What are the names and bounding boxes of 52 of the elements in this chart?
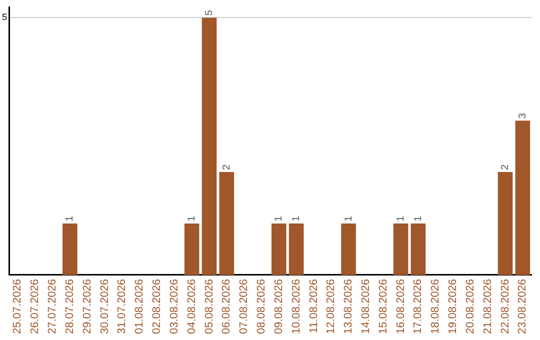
bar (341, 223, 356, 275)
x-tick-label: 30.07.2026 (98, 278, 111, 334)
x-tick-label: 25.07.2026 (12, 278, 24, 334)
bar (498, 172, 513, 275)
x-tick-label: 29.07.2026 (81, 278, 94, 334)
x-tick-label: 06.08.2026 (220, 278, 233, 334)
data-label: 1 (396, 215, 407, 222)
x-tick-label: 20.08.2026 (464, 278, 476, 334)
x-tick-label: 17.08.2026 (412, 278, 424, 334)
x-tick-label: 09.08.2026 (272, 278, 285, 334)
data-label: 1 (64, 215, 76, 222)
bar (393, 223, 408, 275)
x-tick-label: 03.08.2026 (168, 278, 180, 334)
x-tick-label: 21.08.2026 (482, 278, 494, 334)
x-tick-label: 16.08.2026 (394, 278, 407, 334)
x-tick-label: 14.08.2026 (360, 278, 372, 334)
data-label: 5 (204, 10, 215, 16)
bar (288, 223, 304, 275)
bar (515, 120, 530, 275)
x-tick-label: 19.08.2026 (447, 278, 460, 334)
x-tick-label: 22.08.2026 (499, 278, 512, 334)
x-tick-label: 01.08.2026 (134, 278, 146, 334)
x-tick-label: 11.08.2026 (308, 278, 320, 334)
data-label: 1 (274, 215, 285, 222)
x-tick-label: 27.07.2026 (46, 278, 59, 334)
data-label: 1 (412, 215, 424, 222)
x-tick-label: 31.07.2026 (116, 278, 128, 334)
data-label: 2 (221, 164, 232, 170)
x-tick-label: 28.07.2026 (64, 278, 76, 334)
x-tick-label: 18.08.2026 (430, 278, 442, 334)
x-tick-label: 26.07.2026 (29, 278, 42, 334)
x-tick-label: 15.08.2026 (377, 278, 390, 334)
x-tick-label: 13.08.2026 (342, 278, 355, 334)
data-label: 2 (500, 164, 512, 170)
x-tick-label: 12.08.2026 (325, 278, 338, 334)
x-tick-label: 10.08.2026 (290, 278, 302, 334)
bar (219, 172, 234, 275)
bar (271, 223, 286, 275)
x-tick-label: 07.08.2026 (238, 278, 250, 334)
data-label: 1 (343, 215, 354, 222)
data-label: 1 (291, 215, 302, 222)
x-tick-label: 08.08.2026 (256, 278, 268, 334)
x-tick-label: 23.08.2026 (516, 278, 529, 334)
x-tick-label: 04.08.2026 (186, 278, 198, 334)
data-label: 3 (517, 112, 528, 119)
bar (202, 18, 217, 275)
data-label: 1 (186, 215, 198, 222)
bar (410, 223, 426, 275)
x-tick-label: 05.08.2026 (203, 278, 216, 334)
bar (62, 223, 78, 275)
bar (184, 223, 200, 275)
x-tick-label: 02.08.2026 (151, 278, 164, 334)
